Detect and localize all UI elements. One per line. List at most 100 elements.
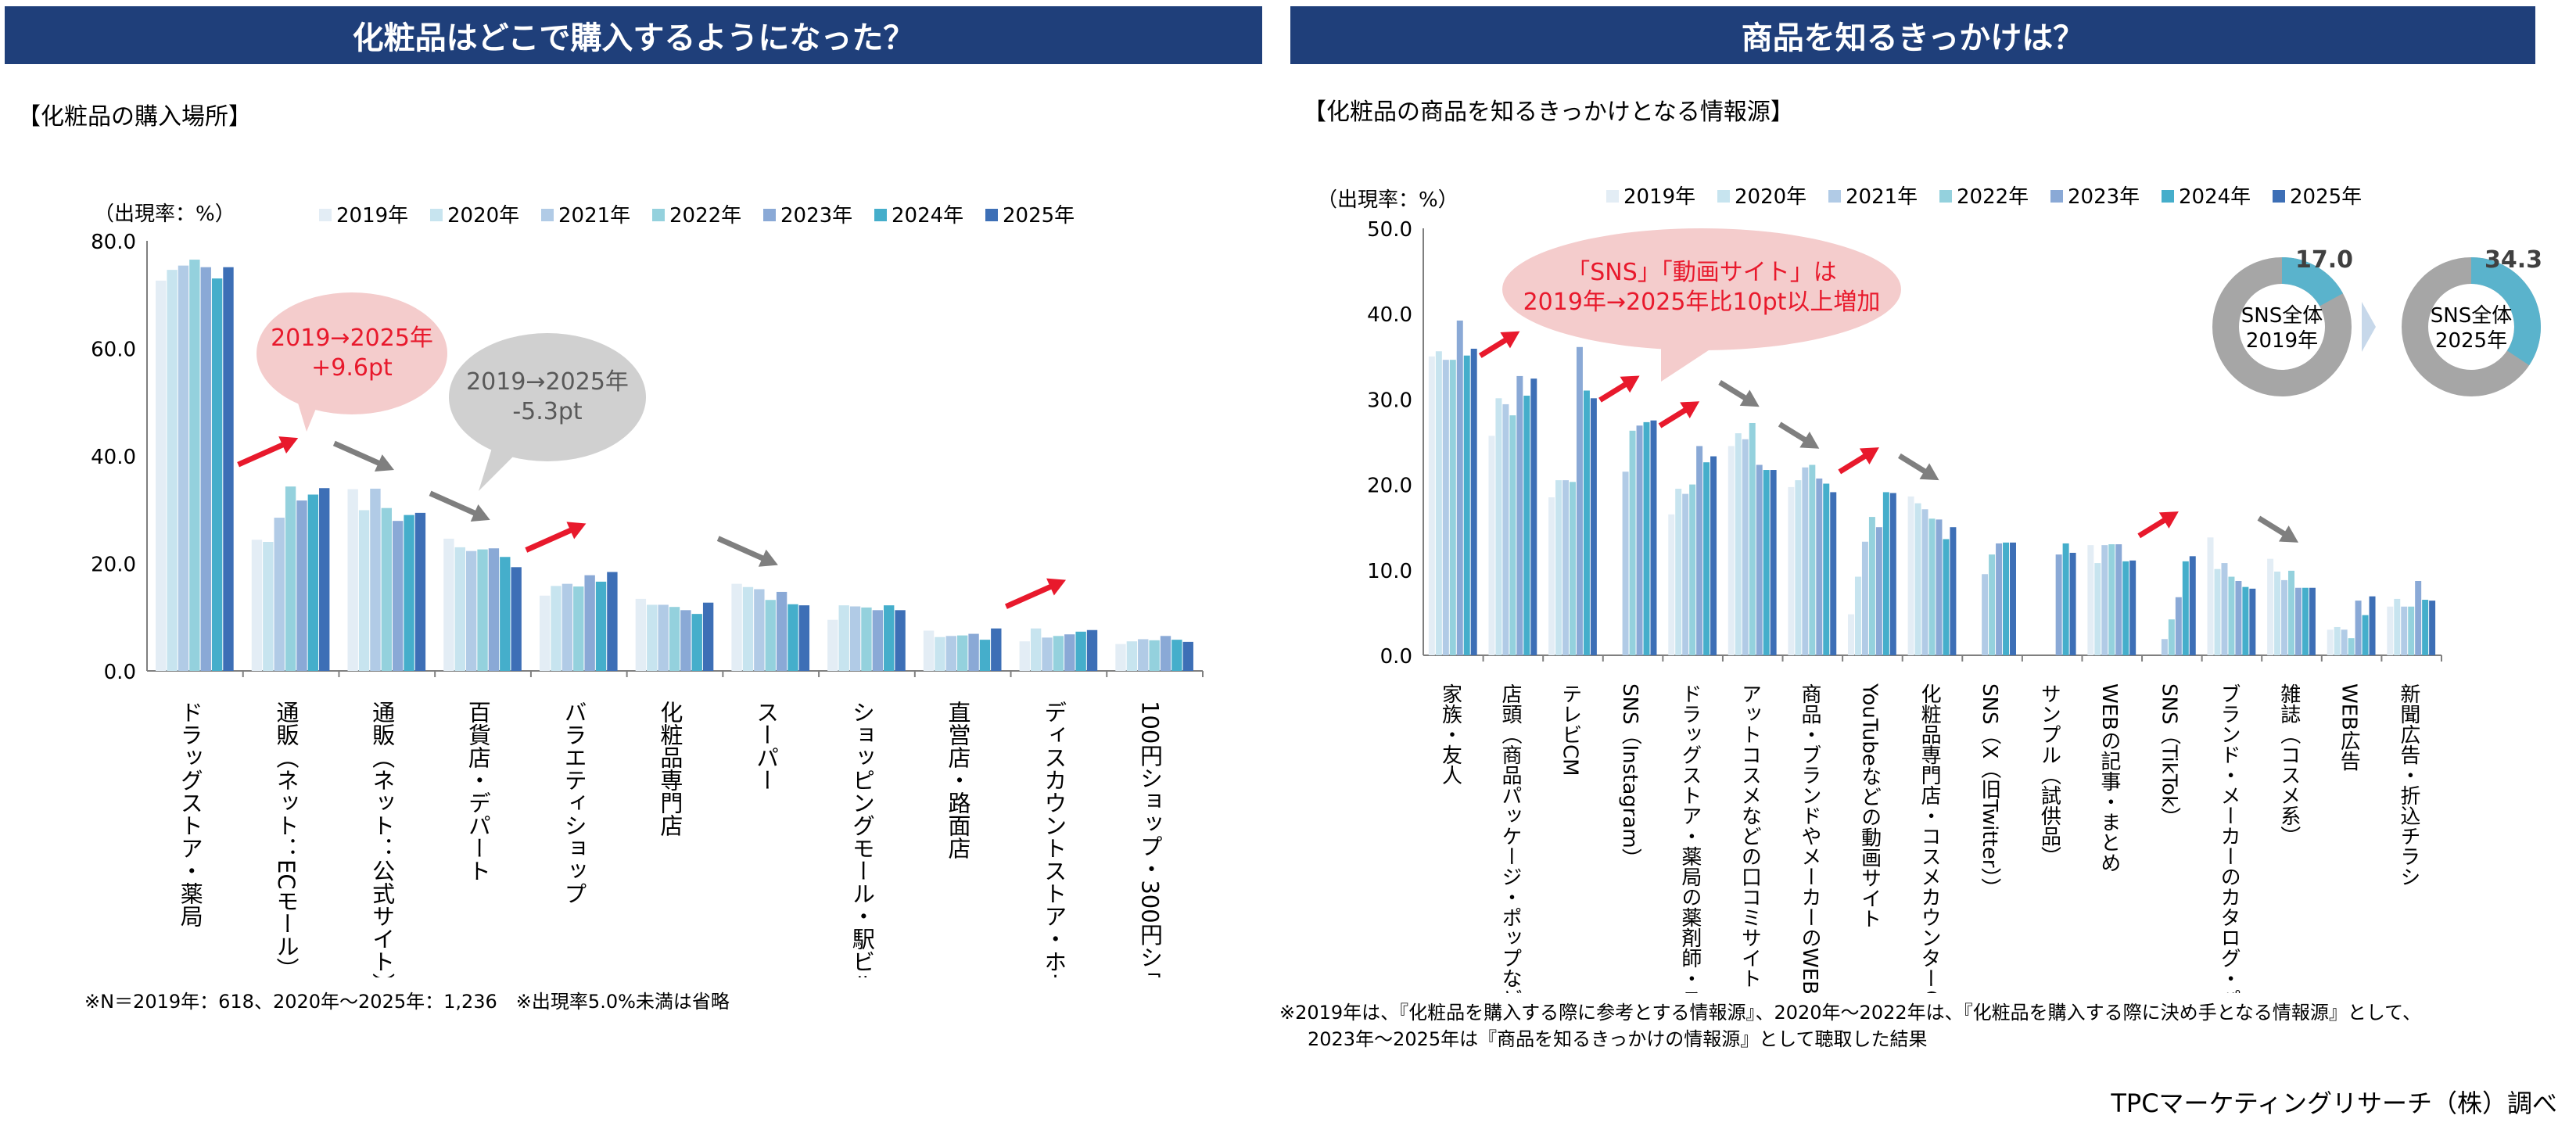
bar — [2101, 545, 2108, 655]
category-label: スーパー — [753, 701, 780, 791]
bar — [1042, 637, 1053, 671]
legend-label: 2019年 — [336, 204, 408, 228]
bar — [414, 512, 426, 671]
bar — [1816, 478, 1823, 655]
legend-label: 2019年 — [1623, 185, 1695, 209]
y-tick-label: 30.0 — [1367, 389, 1412, 412]
donut-2025-label2: 2025年 — [2435, 329, 2507, 353]
category-text: SNS（TikTok） — [2158, 683, 2181, 827]
legend-swatch — [985, 209, 998, 221]
donut-2025-value: 34.3 — [2485, 246, 2542, 274]
bar — [551, 586, 561, 671]
y-tick-label: 50.0 — [1367, 218, 1412, 242]
bar — [1989, 554, 1996, 655]
category-text: WEB広告 — [2337, 683, 2360, 771]
bar — [1086, 629, 1098, 671]
trend-up-arrow-head — [1500, 331, 1520, 349]
legend-swatch — [319, 209, 332, 221]
category-label: 商品・ブランドやメーカーのWEBサイト — [1798, 683, 1821, 993]
category-text: ブランド・メーカーのカタログ・パンフレット — [2217, 683, 2241, 993]
bar — [2161, 639, 2168, 655]
bar — [731, 583, 742, 671]
bar — [1689, 484, 1696, 655]
bar — [358, 510, 370, 671]
bar — [1823, 483, 1830, 655]
category-label: 通販（ネット：ECモール） — [273, 701, 300, 977]
bar — [1463, 355, 1470, 655]
category-text: ドラッグストア・薬局 — [177, 701, 203, 927]
bar — [2267, 558, 2274, 655]
category-label: SNS（TikTok） — [2158, 683, 2181, 827]
bar — [1875, 527, 1882, 655]
category-label: 化粧品専門店 — [657, 701, 683, 837]
bar — [1756, 464, 1763, 655]
bar — [296, 500, 307, 671]
category-text: スーパー — [753, 701, 780, 791]
info-source-chart: 0.0 10.0 20.0 30.0 40.0 50.0 （出現率：%） 2019年 2020年… — [1317, 185, 2542, 993]
category-text: 化粧品専門店 — [657, 701, 683, 837]
bar — [511, 567, 522, 671]
trend-up-arrow-head — [1680, 401, 1700, 418]
bar — [2003, 542, 2010, 655]
bar — [1795, 480, 1802, 655]
bar — [1182, 641, 1193, 671]
legend-label: 2024年 — [892, 204, 963, 228]
category-text: 100円ショップ・300円ショップ — [1137, 701, 1164, 977]
bar — [1138, 639, 1149, 671]
category-label: ドラッグストア・薬局の薬剤師・スタッフ — [1678, 683, 1702, 993]
bar — [1727, 446, 1735, 655]
bar — [849, 606, 861, 671]
legend-label: 2020年 — [1735, 185, 1806, 209]
trend-up-arrow-head — [1620, 375, 1640, 393]
category-label: 新聞広告・折込チラシ — [2397, 683, 2420, 887]
bar — [2175, 597, 2182, 655]
bar — [2401, 606, 2408, 655]
category-label: 家族・友人 — [1438, 683, 1462, 785]
trend-down-arrow-head — [374, 454, 394, 472]
bar — [968, 633, 979, 671]
bar — [263, 542, 274, 671]
bar — [539, 595, 551, 671]
bar — [1770, 470, 1777, 655]
bar — [1488, 436, 1495, 655]
bar — [2214, 568, 2221, 655]
bar — [2129, 560, 2137, 655]
right-banner: 商品を知るきっかけは？ — [1290, 6, 2535, 64]
trend-up-arrow-shaft — [1004, 580, 1060, 609]
bar — [1075, 631, 1086, 671]
bar — [393, 521, 404, 671]
category-label: アットコスメなどの口コミサイト・比較サイト — [1738, 683, 1761, 993]
bar — [1889, 493, 1896, 655]
legend-swatch — [652, 209, 665, 221]
category-label: 直営店・路面店 — [945, 701, 971, 859]
category-label: 店頭（商品パッケージ・ポップなど） — [1498, 683, 1522, 993]
bar — [251, 540, 263, 671]
category-text: サンプル（試供品） — [2037, 683, 2061, 866]
bar — [1928, 518, 1936, 655]
y-tick-label: 0.0 — [1380, 645, 1412, 669]
category-label: 100円ショップ・300円ショップ — [1137, 701, 1164, 977]
bar — [381, 507, 393, 671]
bar — [211, 278, 223, 671]
bar — [1449, 360, 1456, 655]
bar — [1830, 492, 1837, 655]
bar — [1149, 640, 1160, 671]
bar — [1115, 644, 1126, 671]
bar — [2327, 629, 2334, 655]
bar — [1576, 346, 1583, 655]
bar — [935, 637, 945, 671]
bar — [1470, 348, 1477, 655]
y-tick-label: 40.0 — [1367, 303, 1412, 327]
bar — [307, 494, 319, 671]
legend-label: 2025年 — [1003, 204, 1075, 228]
bar — [991, 628, 1002, 671]
callout-red-line1: 2019→2025年 — [271, 325, 433, 352]
category-text: 店頭（商品パッケージ・ポップなど） — [1498, 683, 1522, 993]
callout-red-line2: +9.6pt — [311, 354, 393, 382]
bar — [1675, 489, 1682, 655]
category-label: YouTubeなどの動画サイト — [1858, 683, 1882, 929]
bar — [2189, 556, 2196, 655]
bar — [1703, 462, 1710, 655]
bar — [477, 549, 488, 671]
bar — [443, 538, 454, 671]
